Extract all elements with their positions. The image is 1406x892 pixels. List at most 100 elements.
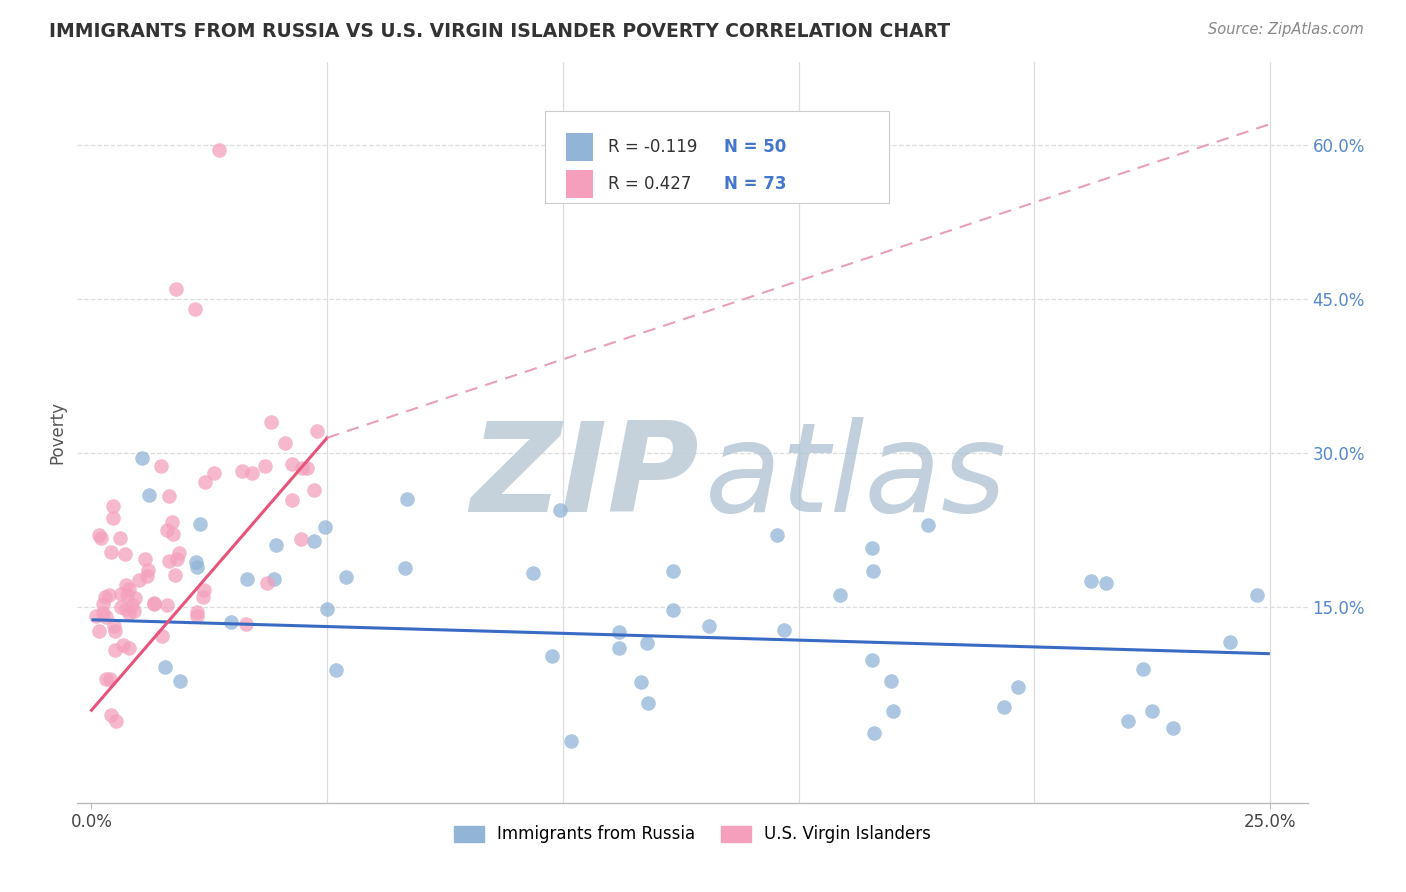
Text: Source: ZipAtlas.com: Source: ZipAtlas.com: [1208, 22, 1364, 37]
Point: [274, 436, 297, 450]
Point: [122, 604, 145, 618]
Point: [103, 511, 125, 525]
Point: [186, 560, 208, 574]
Point: [662, 564, 685, 578]
Point: [773, 623, 796, 637]
Point: [162, 526, 184, 541]
Point: [540, 648, 562, 663]
Point: [630, 675, 652, 690]
Point: [91, 597, 114, 611]
Point: [607, 625, 630, 640]
Bar: [565, 133, 593, 161]
Point: [194, 475, 217, 490]
Point: [522, 566, 544, 581]
Point: [1007, 681, 1029, 695]
Point: [862, 564, 884, 578]
Point: [117, 640, 139, 655]
Point: [662, 603, 685, 617]
Point: [860, 541, 883, 555]
Point: [124, 591, 146, 605]
Point: [153, 660, 176, 674]
Point: [335, 569, 357, 583]
Point: [184, 555, 207, 569]
Point: [110, 531, 132, 545]
Point: [156, 523, 179, 537]
Point: [863, 726, 886, 740]
Point: [1219, 635, 1241, 649]
Point: [208, 143, 231, 157]
Point: [1095, 576, 1118, 591]
Point: [860, 653, 883, 667]
Point: [103, 500, 125, 514]
Point: [235, 617, 257, 632]
Point: [264, 538, 287, 552]
Bar: [565, 170, 593, 198]
Point: [128, 573, 150, 587]
Point: [315, 601, 337, 615]
Point: [121, 598, 143, 612]
Point: [157, 489, 180, 503]
Point: [169, 546, 191, 560]
Text: ZIP: ZIP: [470, 417, 699, 538]
Point: [117, 606, 139, 620]
Point: [91, 607, 114, 621]
Point: [103, 619, 125, 633]
Point: [254, 459, 277, 474]
Point: [169, 673, 191, 688]
Point: [100, 708, 122, 723]
Point: [166, 552, 188, 566]
Point: [1132, 661, 1154, 675]
Text: N = 73: N = 73: [724, 175, 787, 193]
Point: [150, 629, 173, 643]
Point: [560, 734, 582, 748]
Point: [263, 572, 285, 586]
Point: [105, 714, 128, 728]
Point: [188, 517, 211, 532]
Text: N = 50: N = 50: [724, 137, 787, 155]
Point: [184, 302, 207, 317]
Point: [305, 424, 328, 438]
Point: [186, 605, 208, 619]
Point: [165, 567, 187, 582]
Point: [697, 619, 720, 633]
Point: [191, 590, 214, 604]
Y-axis label: Poverty: Poverty: [48, 401, 66, 464]
Legend: Immigrants from Russia, U.S. Virgin Islanders: Immigrants from Russia, U.S. Virgin Isla…: [447, 819, 938, 850]
Point: [993, 700, 1015, 714]
Point: [186, 608, 208, 623]
Point: [1246, 587, 1268, 601]
Point: [314, 520, 336, 534]
Text: R = 0.427: R = 0.427: [607, 175, 690, 193]
Point: [136, 563, 159, 577]
Point: [281, 457, 304, 471]
Point: [162, 515, 184, 529]
Point: [87, 528, 110, 542]
Point: [118, 582, 141, 596]
Point: [325, 664, 347, 678]
Text: R = -0.119: R = -0.119: [607, 137, 697, 155]
Point: [84, 608, 107, 623]
Point: [395, 492, 418, 507]
Point: [548, 502, 571, 516]
Point: [156, 598, 179, 612]
Point: [219, 615, 242, 629]
Point: [304, 483, 326, 498]
Point: [1116, 714, 1139, 728]
Point: [115, 602, 138, 616]
Point: [134, 552, 156, 566]
Point: [281, 493, 304, 508]
Point: [115, 578, 138, 592]
Point: [290, 532, 312, 546]
Point: [111, 638, 134, 652]
Point: [193, 582, 215, 597]
Point: [104, 624, 127, 638]
Point: [94, 610, 117, 624]
Point: [93, 590, 115, 604]
Text: atlas: atlas: [704, 417, 1007, 538]
Point: [115, 588, 138, 602]
Point: [828, 588, 851, 602]
Point: [157, 554, 180, 568]
Point: [1140, 704, 1163, 718]
Point: [131, 451, 153, 466]
Point: [882, 704, 904, 718]
